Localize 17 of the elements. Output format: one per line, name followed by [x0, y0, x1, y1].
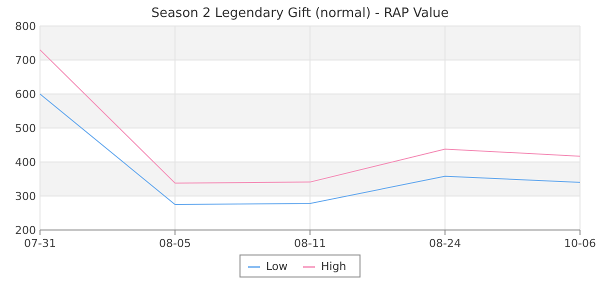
x-tick-label: 10-06	[564, 237, 596, 250]
y-tick-label: 700	[15, 54, 36, 67]
line-series	[40, 49, 580, 184]
y-tick-label: 200	[15, 224, 36, 237]
legend-label: Low	[266, 260, 288, 273]
x-tick-label: 08-11	[294, 237, 326, 250]
chart-title: Season 2 Legendary Gift (normal) - RAP Value	[151, 6, 449, 21]
y-tick-label: 800	[15, 20, 36, 33]
y-tick-label: 400	[15, 156, 36, 169]
x-tick-label: 08-05	[159, 237, 191, 250]
legend-label: High	[321, 260, 346, 273]
y-tick-label: 500	[15, 122, 36, 135]
x-tick-label: 07-31	[24, 237, 56, 250]
y-tick-label: 300	[15, 190, 36, 203]
y-tick-label: 600	[15, 88, 36, 101]
line-series	[40, 94, 580, 205]
x-tick-label: 08-24	[429, 237, 461, 250]
